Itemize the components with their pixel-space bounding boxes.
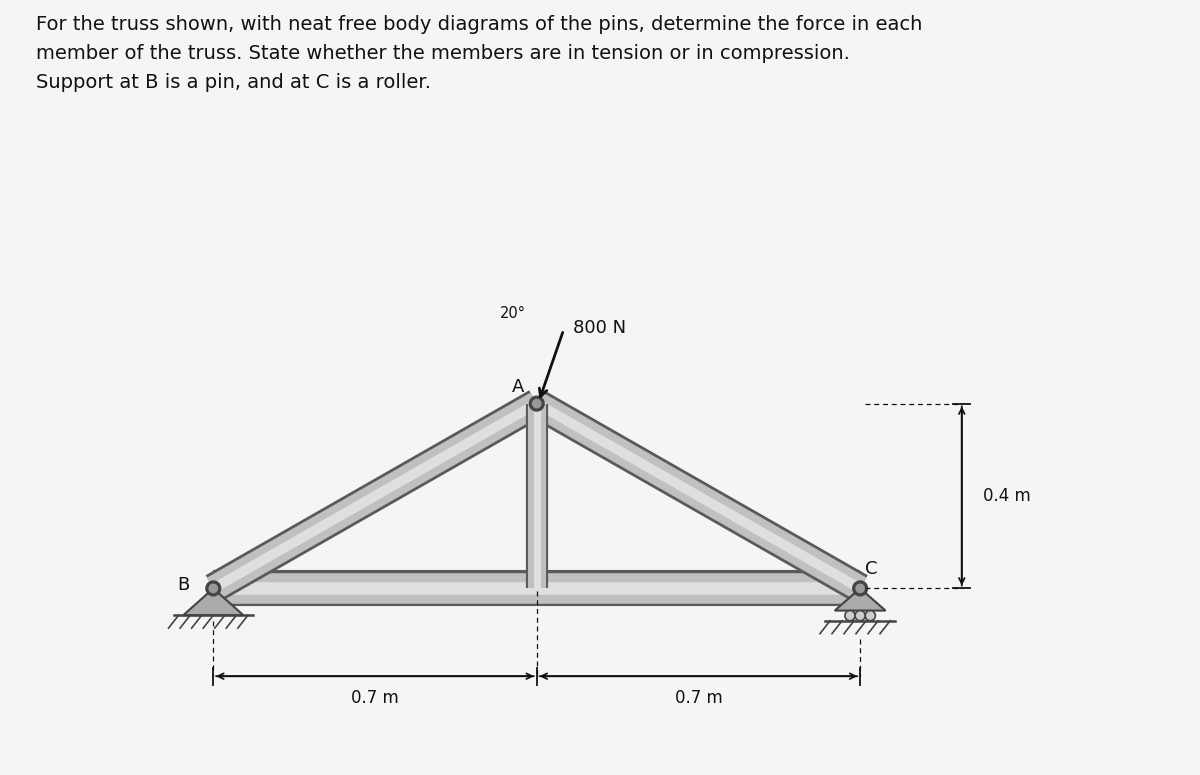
Circle shape <box>856 584 864 593</box>
Polygon shape <box>835 588 886 611</box>
Polygon shape <box>184 588 244 615</box>
Circle shape <box>865 611 875 621</box>
Circle shape <box>209 584 217 593</box>
Text: For the truss shown, with neat free body diagrams of the pins, determine the for: For the truss shown, with neat free body… <box>36 16 923 92</box>
Text: 800 N: 800 N <box>572 319 626 337</box>
Circle shape <box>533 399 541 408</box>
Text: 0.7 m: 0.7 m <box>674 689 722 707</box>
Text: A: A <box>512 378 524 396</box>
Text: C: C <box>865 560 877 578</box>
Circle shape <box>206 581 221 596</box>
Circle shape <box>853 581 868 596</box>
Circle shape <box>845 611 856 621</box>
Circle shape <box>529 396 544 411</box>
Text: B: B <box>178 576 190 594</box>
Circle shape <box>856 611 865 621</box>
Text: 20°: 20° <box>499 306 526 322</box>
Text: 0.7 m: 0.7 m <box>352 689 398 707</box>
Text: 0.4 m: 0.4 m <box>983 487 1031 505</box>
